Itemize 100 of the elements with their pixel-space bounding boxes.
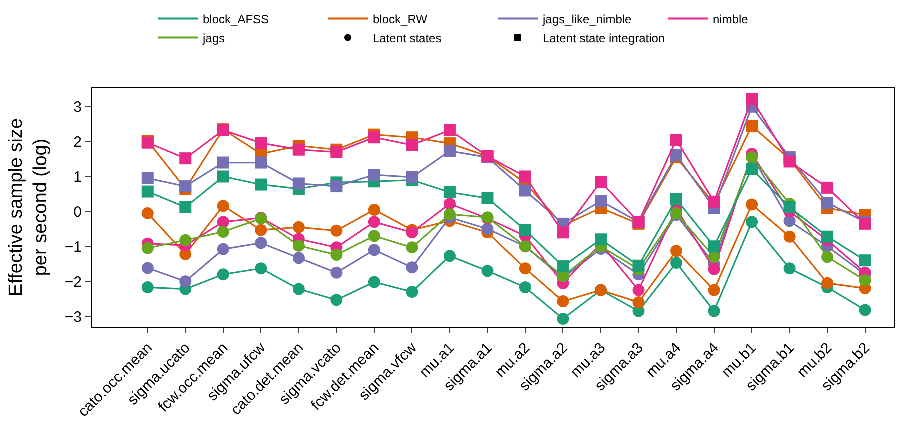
point bbox=[746, 198, 758, 211]
point bbox=[330, 224, 343, 237]
point bbox=[142, 186, 154, 198]
point bbox=[670, 134, 683, 146]
point bbox=[822, 251, 834, 264]
point bbox=[255, 262, 268, 275]
y-tick-label: −3 bbox=[64, 308, 82, 326]
point bbox=[368, 216, 380, 228]
point bbox=[746, 120, 758, 132]
point bbox=[784, 262, 796, 275]
point bbox=[708, 251, 720, 264]
point bbox=[142, 172, 154, 184]
point bbox=[217, 268, 230, 281]
point bbox=[406, 262, 418, 274]
legend-label: nimble bbox=[713, 12, 749, 26]
point bbox=[444, 198, 456, 210]
point bbox=[255, 137, 268, 150]
point bbox=[746, 163, 758, 176]
point bbox=[180, 234, 192, 246]
point bbox=[519, 262, 532, 275]
point bbox=[859, 304, 872, 316]
y-tick-label: 0 bbox=[74, 204, 82, 221]
point bbox=[519, 170, 532, 183]
legend-label: block_AFSS bbox=[203, 12, 270, 26]
point bbox=[406, 139, 418, 152]
point bbox=[708, 284, 720, 296]
point bbox=[784, 156, 796, 168]
point bbox=[368, 230, 380, 242]
point bbox=[292, 283, 305, 296]
point bbox=[822, 182, 834, 194]
point bbox=[406, 242, 418, 254]
point bbox=[406, 226, 418, 239]
y-tick-label: 3 bbox=[74, 99, 82, 116]
point bbox=[670, 257, 683, 270]
legend-label: jags bbox=[202, 31, 226, 46]
point bbox=[180, 152, 192, 165]
point bbox=[557, 312, 570, 325]
point bbox=[594, 176, 607, 188]
point bbox=[822, 196, 834, 209]
point bbox=[142, 262, 154, 274]
point bbox=[746, 216, 758, 228]
point bbox=[330, 146, 343, 158]
point bbox=[330, 249, 343, 262]
point bbox=[444, 250, 456, 262]
legend-label: block_RW bbox=[373, 12, 428, 26]
point bbox=[142, 282, 154, 294]
point bbox=[255, 224, 268, 236]
point bbox=[217, 243, 230, 256]
point bbox=[444, 145, 456, 158]
point bbox=[708, 305, 720, 318]
point bbox=[368, 204, 380, 216]
point bbox=[670, 149, 683, 162]
point bbox=[557, 260, 570, 273]
point bbox=[822, 277, 834, 290]
point bbox=[519, 282, 532, 294]
point bbox=[406, 286, 418, 298]
point bbox=[482, 223, 494, 236]
y-axis-title: Effective sample size per second (log) bbox=[6, 118, 52, 297]
point bbox=[594, 195, 607, 208]
point bbox=[368, 169, 380, 181]
point bbox=[292, 252, 305, 264]
point bbox=[557, 226, 570, 239]
point bbox=[255, 156, 268, 169]
point bbox=[444, 124, 456, 136]
point bbox=[217, 170, 230, 183]
point bbox=[708, 263, 720, 276]
point bbox=[746, 93, 758, 106]
point bbox=[822, 230, 834, 243]
point bbox=[142, 242, 154, 254]
point bbox=[670, 193, 683, 206]
point bbox=[217, 200, 230, 212]
point bbox=[292, 221, 305, 234]
point bbox=[482, 192, 494, 204]
point bbox=[142, 207, 154, 220]
point bbox=[292, 144, 305, 156]
point bbox=[482, 265, 494, 278]
point bbox=[217, 216, 230, 228]
point bbox=[180, 276, 192, 288]
point bbox=[784, 230, 796, 243]
point bbox=[368, 132, 380, 144]
point bbox=[292, 240, 305, 252]
y-tick-label: 2 bbox=[74, 134, 82, 152]
point bbox=[859, 254, 872, 267]
point bbox=[368, 244, 380, 256]
point bbox=[292, 178, 305, 190]
point bbox=[217, 226, 230, 238]
legend-label: Latent state integration bbox=[543, 31, 666, 46]
point bbox=[708, 240, 720, 253]
point bbox=[859, 274, 872, 287]
point bbox=[784, 202, 796, 214]
y-tick-label: 1 bbox=[74, 169, 82, 186]
point bbox=[444, 186, 456, 198]
point bbox=[330, 180, 343, 193]
y-tick-label: −2 bbox=[64, 274, 82, 291]
point bbox=[330, 294, 343, 306]
point bbox=[255, 178, 268, 191]
point bbox=[557, 295, 570, 308]
point bbox=[255, 237, 268, 250]
point bbox=[708, 196, 720, 208]
y-tick-label: −1 bbox=[64, 238, 82, 256]
